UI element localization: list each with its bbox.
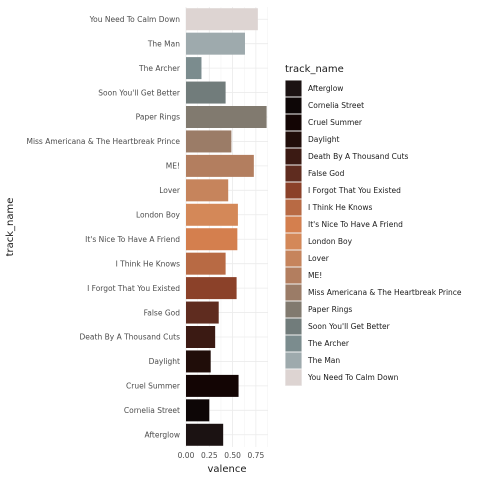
legend-label: Soon You'll Get Better — [308, 322, 391, 331]
legend-key — [285, 369, 302, 386]
legend-key — [285, 233, 302, 250]
legend-label: The Man — [307, 356, 340, 365]
bar — [186, 57, 202, 80]
bar — [186, 277, 237, 300]
bar — [186, 423, 224, 446]
legend-key — [285, 97, 302, 114]
legend-label: Paper Rings — [308, 305, 352, 314]
legend-title: track_name — [285, 64, 344, 75]
bar — [186, 81, 226, 104]
legend-key — [285, 80, 302, 97]
bar — [186, 350, 211, 373]
y-tick-label: The Man — [147, 39, 180, 48]
legend-label: You Need To Calm Down — [307, 373, 399, 382]
y-tick-label: Cornelia Street — [124, 406, 180, 415]
legend-key — [285, 182, 302, 199]
legend-label: Miss Americana & The Heartbreak Prince — [308, 288, 462, 297]
y-tick-label: Death By A Thousand Cuts — [80, 333, 181, 342]
y-tick-label: Paper Rings — [136, 113, 180, 122]
bar — [186, 326, 216, 348]
legend-key — [285, 216, 302, 233]
legend-key — [285, 148, 302, 165]
legend-label: Afterglow — [308, 84, 343, 93]
legend-key — [285, 318, 302, 335]
y-tick-label: Daylight — [149, 357, 180, 366]
legend-key — [285, 250, 302, 267]
legend-label: Daylight — [308, 135, 339, 144]
legend-label: Cornelia Street — [308, 101, 364, 110]
y-tick-label: Lover — [159, 186, 181, 195]
y-tick-label: I Think He Knows — [116, 259, 181, 268]
y-tick-label: Afterglow — [145, 430, 180, 439]
legend-label: I Forgot That You Existed — [308, 186, 401, 195]
legend-key — [285, 199, 302, 216]
x-tick-label: 0.75 — [248, 451, 265, 460]
legend-key — [285, 114, 302, 131]
bar — [186, 203, 238, 226]
legend-label: London Boy — [308, 237, 353, 246]
bar — [186, 8, 258, 31]
y-tick-label: London Boy — [136, 210, 181, 219]
legend-key — [285, 131, 302, 148]
y-tick-label: The Archer — [138, 64, 181, 73]
bar — [186, 130, 232, 153]
y-tick-label: ME! — [166, 162, 180, 171]
y-tick-label: Soon You'll Get Better — [98, 88, 181, 97]
legend-key — [285, 301, 302, 318]
bar — [186, 154, 254, 177]
legend-key — [285, 352, 302, 369]
legend-label: ME! — [308, 271, 322, 280]
legend-label: Death By A Thousand Cuts — [308, 152, 409, 161]
legend-key — [285, 335, 302, 352]
bar — [186, 374, 239, 397]
legend-label: False God — [308, 169, 345, 178]
legend-key — [285, 284, 302, 301]
y-tick-label: I Forgot That You Existed — [87, 284, 180, 293]
y-tick-label: Miss Americana & The Heartbreak Prince — [26, 137, 180, 146]
bar — [186, 228, 238, 251]
bar — [186, 32, 245, 55]
legend-label: Cruel Summer — [308, 118, 363, 127]
bar — [186, 399, 210, 422]
y-axis-title: track_name — [5, 198, 16, 257]
y-tick-labels: You Need To Calm Down The Man The Archer So… — [26, 15, 180, 440]
bars — [186, 8, 267, 446]
legend-label: Lover — [308, 254, 330, 263]
y-tick-label: False God — [144, 308, 181, 317]
x-tick-label: 0.00 — [178, 451, 195, 460]
bar — [186, 252, 226, 275]
bar — [186, 179, 229, 202]
y-tick-label: It's Nice To Have A Friend — [85, 235, 180, 244]
bar — [186, 106, 267, 128]
x-axis-title: valence — [208, 464, 247, 475]
x-tick-label: 0.25 — [201, 451, 218, 460]
legend-key — [285, 267, 302, 284]
legend-label: I Think He Knows — [308, 203, 373, 212]
legend-label: It's Nice To Have A Friend — [308, 220, 403, 229]
legend: Afterglow Cornelia Street Cruel Summer Dayl… — [285, 80, 462, 386]
y-tick-label: You Need To Calm Down — [89, 15, 181, 24]
x-tick-labels: 0.00 0.25 0.50 0.75 — [178, 451, 265, 460]
legend-label: The Archer — [307, 339, 350, 348]
bar — [186, 301, 219, 324]
y-tick-label: Cruel Summer — [126, 382, 181, 391]
legend-key — [285, 165, 302, 182]
x-tick-label: 0.50 — [224, 451, 241, 460]
